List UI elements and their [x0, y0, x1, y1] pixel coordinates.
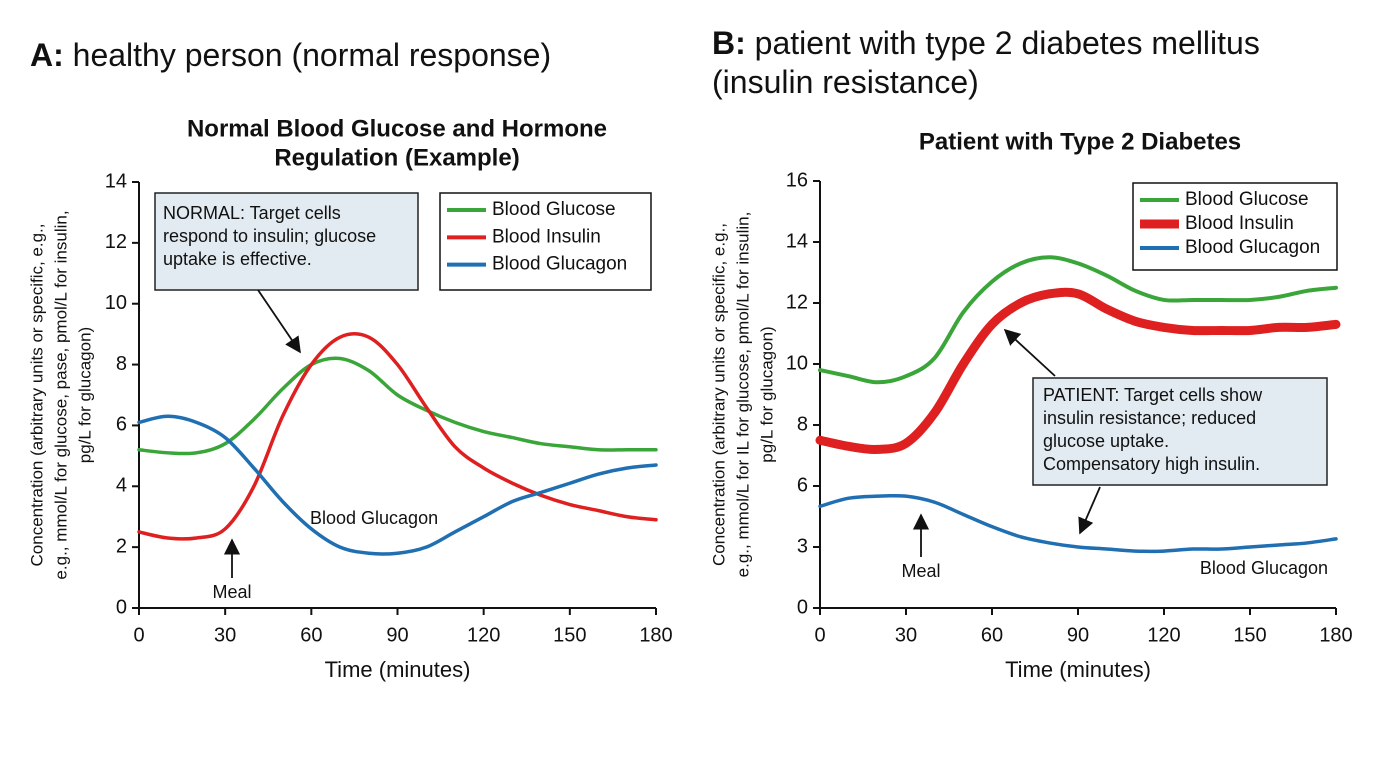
- chart-title: Regulation (Example): [274, 144, 519, 171]
- y-axis-label: e.g., mmol/L for glucose, pase, pmol/L f…: [51, 210, 70, 579]
- annotation-text: glucose uptake.: [1043, 431, 1169, 451]
- x-tick-label: 90: [1067, 624, 1089, 646]
- y-tick-label: 14: [786, 230, 808, 252]
- x-tick-label: 60: [300, 624, 322, 646]
- x-tick-label: 120: [467, 624, 500, 646]
- line-series: [137, 332, 658, 541]
- y-tick-label: 6: [797, 474, 808, 496]
- y-axis-label: e.g., mmol/L for IL for glucose, pmol/L …: [733, 212, 752, 578]
- y-axis-label: Concentration (arbitrary units or specif…: [709, 223, 728, 566]
- y-tick-label: 12: [786, 291, 808, 313]
- line-series: [137, 414, 658, 556]
- legend-label: Blood Glucagon: [1185, 237, 1320, 258]
- x-axis-label: Time (minutes): [1005, 657, 1151, 682]
- legend-label: Blood Insulin: [492, 226, 601, 247]
- annotation-arrow: [1003, 328, 1056, 377]
- annotation-text: Meal: [901, 561, 940, 581]
- x-tick-label: 90: [386, 624, 408, 646]
- annotation-text: NORMAL: Target cells: [163, 203, 341, 223]
- line-series: [818, 255, 1338, 385]
- panel-heading-text: healthy person (normal response): [73, 37, 551, 73]
- x-tick-label: 60: [981, 624, 1003, 646]
- annotation-text: Blood Glucagon: [1200, 558, 1328, 578]
- annotation-text: Compensatory high insulin.: [1043, 454, 1260, 474]
- panel-heading-text: (insulin resistance): [712, 64, 979, 100]
- chart-title: Patient with Type 2 Diabetes: [919, 128, 1241, 155]
- y-tick-label: 4: [116, 475, 127, 497]
- annotation-text: Blood Glucagon: [310, 508, 438, 528]
- y-tick-label: 0: [797, 596, 808, 618]
- x-tick-label: 180: [639, 624, 672, 646]
- x-tick-label: 150: [1233, 624, 1266, 646]
- x-tick-label: 150: [553, 624, 586, 646]
- annotation-text: PATIENT: Target cells show: [1043, 385, 1263, 405]
- panel-heading-text: patient with type 2 diabetes mellitus: [755, 25, 1260, 61]
- annotation-text: insulin resistance; reduced: [1043, 408, 1256, 428]
- y-tick-label: 6: [116, 414, 127, 436]
- y-tick-label: 2: [116, 535, 127, 557]
- panel-heading: A: healthy person (normal response): [30, 37, 551, 73]
- y-tick-label: 16: [786, 169, 808, 191]
- annotation-box: [1032, 377, 1328, 486]
- x-tick-label: 30: [895, 624, 917, 646]
- legend-label: Blood Glucose: [1185, 189, 1309, 210]
- x-axis-label: Time (minutes): [325, 657, 471, 682]
- x-tick-label: 120: [1147, 624, 1180, 646]
- y-tick-label: 12: [105, 231, 127, 253]
- annotation-box: [154, 192, 419, 291]
- annotation-text: respond to insulin; glucose: [163, 226, 376, 246]
- annotation-text: Meal: [212, 582, 251, 602]
- panel-heading: (insulin resistance): [712, 64, 979, 100]
- y-axis-label: Concentration (arbitrary units or specif…: [27, 224, 46, 567]
- y-axis-label: pg/L for glucagon): [757, 326, 776, 462]
- y-tick-label: 10: [786, 352, 808, 374]
- annotation-text: uptake is effective.: [163, 249, 312, 269]
- legend-label: Blood Glucagon: [492, 254, 627, 275]
- annotation-arrow: [257, 289, 301, 354]
- y-tick-label: 0: [116, 596, 127, 618]
- y-tick-label: 10: [105, 292, 127, 314]
- y-tick-label: 8: [797, 413, 808, 435]
- chart-title: Normal Blood Glucose and Hormone: [187, 115, 607, 142]
- panel-label: A:: [30, 37, 64, 73]
- panel-heading: B: patient with type 2 diabetes mellitus: [712, 25, 1260, 61]
- x-tick-label: 180: [1319, 624, 1352, 646]
- legend-label: Blood Glucose: [492, 199, 616, 220]
- x-tick-label: 30: [214, 624, 236, 646]
- y-axis-label: pg/L for glucagon): [75, 327, 94, 463]
- legend-label: Blood Insulin: [1185, 213, 1294, 234]
- panel-label: B:: [712, 25, 746, 61]
- y-tick-label: 3: [797, 535, 808, 557]
- line-series: [815, 287, 1341, 454]
- x-tick-label: 0: [133, 624, 144, 646]
- annotation-arrow: [1078, 486, 1101, 535]
- legend-box: [439, 192, 652, 291]
- line-series: [137, 356, 658, 456]
- x-tick-label: 0: [814, 624, 825, 646]
- line-series: [818, 493, 1338, 554]
- y-tick-label: 14: [105, 170, 127, 192]
- y-tick-label: 8: [116, 353, 127, 375]
